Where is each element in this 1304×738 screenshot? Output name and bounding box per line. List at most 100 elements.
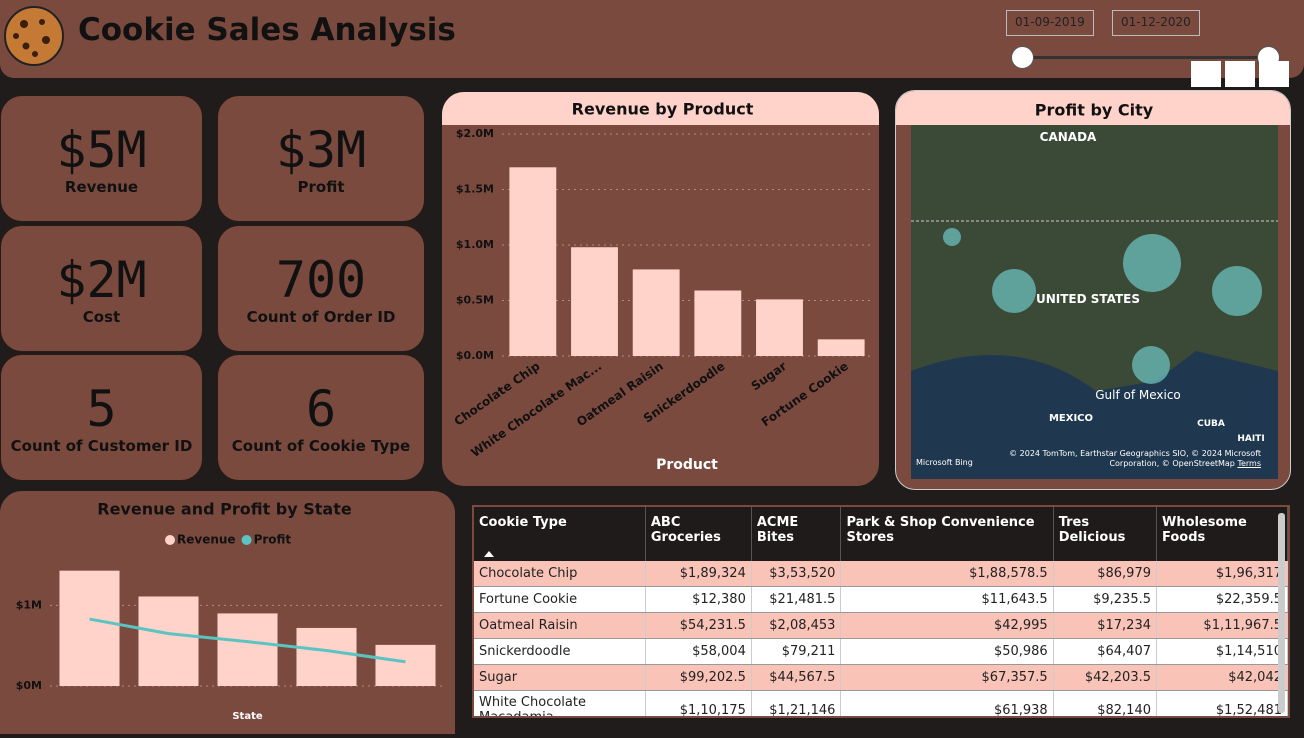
table-row: Oatmeal Raisin $54,231.5 $2,08,453 $42,995 $… [474,612,1288,639]
attribution-text: © 2024 TomTom, Earthstar Geographics SIO… [1009,449,1261,468]
column-header[interactable]: Park & Shop Convenience Stores [840,507,1054,561]
bar-panel: Revenue by Product $0.0M $0.5M $1.0M $1.5M $2… [442,92,879,486]
matrix: Cookie Type ABC Groceries ACME Bites Park &… [474,507,1288,716]
title-strip [442,92,879,125]
map-brand: Microsoft Bing [916,458,973,467]
cell: $79,211 [751,638,842,665]
cell: $2,08,453 [751,612,842,639]
kpi-value: 5 [86,380,117,438]
kpi-value: 700 [275,251,367,309]
bar [694,290,742,356]
bar [138,596,199,686]
cell: $9,235.5 [1053,586,1158,613]
filter-icon[interactable] [1191,61,1221,87]
y-tick-label: $0.5M [456,294,494,307]
city-bubble [943,228,961,246]
y-tick-label: $0M [16,679,42,692]
cell: $1,88,578.5 [840,561,1054,587]
kpi-label: Count of Order ID [246,308,396,326]
cell: $11,643.5 [840,586,1054,613]
focus-icon[interactable] [1225,61,1255,87]
kpi-card: 6 Count of Cookie Type [217,354,425,481]
column-header[interactable]: ABC Groceries [645,507,752,561]
cell: $1,11,967.5 [1156,612,1288,639]
cell: $1,21,146 [751,690,842,716]
chart-title: Revenue by Product [572,100,754,119]
bar [217,613,278,686]
sort-arrow[interactable] [484,551,494,557]
city-bubble [1212,266,1262,316]
cell: $64,407 [1053,638,1158,665]
city-bubble [1132,346,1170,384]
kpi-label: Profit [297,178,345,196]
combo-chart: Revenue and Profit by State $0M $1M State Re… [16,500,445,722]
kpi-value: 6 [305,380,337,438]
table-row: White Chocolate Macadamia $1,10,175 $1,21,… [474,690,1288,716]
x-tick-label: Sugar [749,359,790,393]
more-icon[interactable] [1259,61,1289,87]
slider-handle[interactable] [1011,46,1034,69]
cell: $12,380 [645,586,752,613]
legend-swatch [165,535,175,545]
column-header[interactable]: ACME Bites [751,507,842,561]
map-title: Profit by City [1035,101,1154,120]
cell: White Chocolate Macadamia [474,690,646,716]
date-end[interactable]: 01-12-2020 [1112,10,1200,36]
bar [375,644,436,686]
column-header[interactable]: Wholesome Foods [1156,507,1288,561]
cell: $58,004 [645,638,752,665]
bar [59,570,120,686]
kpi-card: $3M Profit [217,95,425,222]
cell: $3,53,520 [751,561,842,587]
cell: $42,995 [840,612,1054,639]
terms-link[interactable]: Terms [1237,459,1261,468]
y-tick-label: $2.0M [456,127,494,140]
y-tick-label: $1.0M [456,238,494,251]
kpi-label: Revenue [64,178,139,196]
cell: $21,481.5 [751,586,842,613]
map-labels: CANADA UNITED STATES MEXICO Gulf of Mexi… [1036,130,1265,444]
cell: $22,359.5 [1156,586,1288,613]
kpi-value: $2M [56,251,147,309]
cell: $99,202.5 [645,664,752,691]
cookie-logo [4,6,64,66]
date-start[interactable]: 01-09-2019 [1006,10,1094,36]
kpi-card: $2M Cost [0,225,203,352]
scrollbar[interactable] [1278,513,1285,713]
legend-label: Revenue [177,533,236,547]
bar [509,167,557,356]
city-bubble [1123,234,1181,292]
bar [756,299,803,356]
kpi-card: 700 Count of Order ID [217,225,425,352]
line [89,617,406,664]
chart-title: Revenue and Profit by State [97,500,352,519]
cell: Sugar [474,664,646,691]
slider-track [1022,56,1270,59]
map-label: CUBA [1197,419,1225,429]
attribution-box: © 2024 TomTom, Earthstar Geographics SIO… [961,449,1261,469]
map-label: MEXICO [1049,413,1093,424]
bar-chart: Revenue by Product $0.0M $0.5M $1.0M $1.5M $2… [442,92,879,473]
y-tick-label: $0.0M [456,349,494,362]
column-header[interactable]: Tres Delicious [1053,507,1158,561]
cell: $17,234 [1053,612,1158,639]
map-label: Gulf of Mexico [1095,388,1181,402]
cell: Snickerdoodle [474,638,646,665]
kpi-card: $5M Revenue [0,95,203,222]
column-header[interactable]: Cookie Type [474,507,646,561]
attribution: © 2024 TomTom, Earthstar Geographics SIO… [961,449,1261,469]
kpi-label: Count of Customer ID [10,437,193,455]
kpi-value: $3M [275,121,367,179]
kpi-value: $5M [56,121,147,179]
cell: Chocolate Chip [474,561,646,587]
title: Cookie Sales Analysis [78,12,456,48]
kpi-label: Count of Cookie Type [231,437,411,455]
legend-swatch [241,535,252,545]
cell: $86,979 [1053,561,1158,587]
x-axis-title: State [232,711,263,722]
table-row: Fortune Cookie $12,380 $21,481.5 $11,643.5 $… [474,586,1288,613]
table-row: Chocolate Chip $1,89,324 $3,53,520 $1,88,57… [474,561,1288,587]
table-row: Snickerdoodle $58,004 $79,211 $50,986 $64,40… [474,638,1288,665]
city-bubble [992,269,1036,313]
